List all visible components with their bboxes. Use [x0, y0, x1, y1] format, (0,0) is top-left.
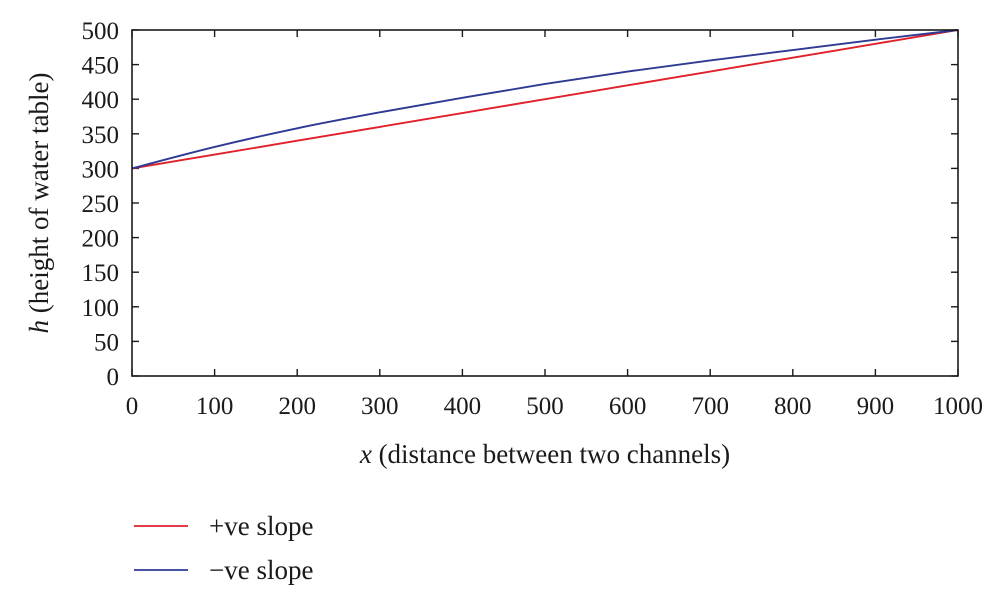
x-axis-title: x (distance between two channels)	[359, 439, 730, 469]
y-tick-label: 350	[82, 122, 120, 149]
legend-label-positive: +ve slope	[209, 511, 313, 541]
y-tick-label: 500	[82, 18, 120, 45]
x-tick-label: 500	[526, 393, 564, 420]
y-tick-label: 300	[82, 156, 120, 183]
x-tick-label: 300	[361, 393, 399, 420]
plot-frame	[131, 29, 959, 377]
x-axis-text: (distance between two channels)	[372, 439, 730, 469]
x-tick-label: 200	[278, 393, 316, 420]
y-tick-label: 100	[82, 295, 120, 322]
x-tick-label: 0	[126, 393, 139, 420]
legend: +ve slope −ve slope	[134, 511, 313, 585]
axis-ticks	[131, 29, 959, 377]
plot-lines	[131, 29, 959, 170]
y-tick-label: 150	[82, 260, 120, 287]
x-tick-labels: 0 100 200 300 400 500 600 700 800 900 1000	[126, 393, 983, 420]
y-axis-text: (height of water table)	[24, 73, 54, 320]
series-line-negative-slope	[131, 29, 959, 170]
y-axis-title: h (height of water table)	[24, 73, 54, 334]
y-tick-label: 450	[82, 53, 120, 80]
y-tick-labels: 0 50 100 150 200 250 300 350 400 450 500	[82, 18, 120, 391]
y-tick-label: 400	[82, 87, 120, 114]
y-tick-label: 250	[82, 191, 120, 218]
y-axis-var: h	[24, 320, 54, 334]
x-tick-label: 1000	[933, 393, 983, 420]
x-tick-label: 800	[774, 393, 812, 420]
y-tick-label: 50	[94, 329, 119, 356]
x-tick-label: 400	[444, 393, 482, 420]
y-tick-label: 200	[82, 226, 120, 253]
x-tick-label: 900	[857, 393, 895, 420]
x-tick-label: 700	[691, 393, 729, 420]
x-tick-label: 100	[196, 393, 234, 420]
x-tick-label: 600	[609, 393, 647, 420]
series-line-positive-slope	[131, 29, 959, 170]
legend-label-negative: −ve slope	[209, 555, 313, 585]
y-tick-label: 0	[107, 364, 120, 391]
x-axis-var: x	[359, 439, 372, 469]
